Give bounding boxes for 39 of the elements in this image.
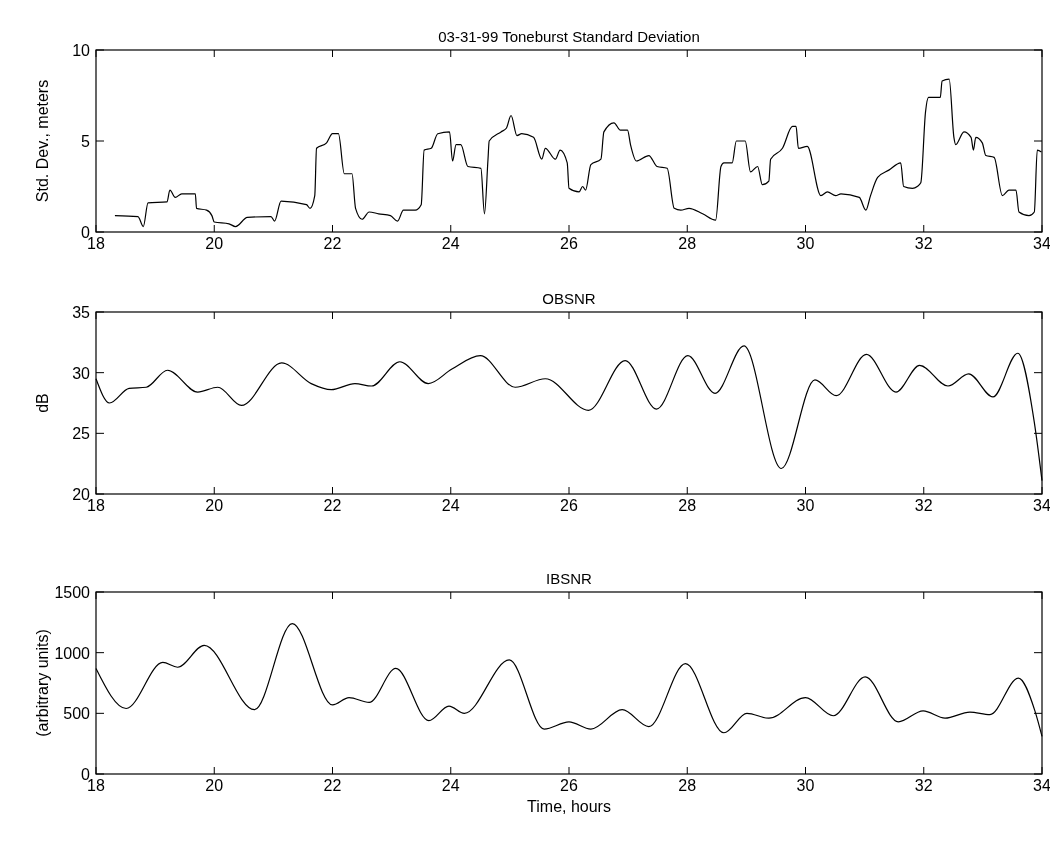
y-tick-label: 35 — [72, 304, 91, 321]
x-tick-label: 22 — [323, 777, 342, 794]
x-tick-label: 28 — [678, 235, 697, 252]
x-tick-label: 28 — [678, 497, 697, 514]
x-tick-label: 30 — [796, 235, 815, 252]
y-tick-label: 500 — [63, 705, 91, 723]
x-tick-label: 34 — [1033, 777, 1050, 794]
x-tick-label: 20 — [205, 777, 224, 794]
x-tick-label: 30 — [796, 777, 815, 794]
y-tick-label: 1000 — [54, 644, 91, 662]
x-tick-label: 22 — [323, 497, 342, 514]
x-tick-label: 34 — [1033, 235, 1050, 252]
x-tick-label: 28 — [678, 777, 697, 794]
y-tick-label: 5 — [81, 133, 91, 150]
x-tick-label: 24 — [441, 235, 460, 252]
y-tick-label: 1500 — [54, 584, 91, 601]
x-tick-label: 22 — [323, 235, 342, 252]
x-tick-label: 30 — [796, 497, 815, 514]
chart-title: IBSNR — [546, 570, 593, 587]
y-tick-label: 25 — [72, 425, 91, 443]
x-tick-label: 32 — [914, 497, 933, 514]
x-tick-label: 24 — [441, 777, 460, 794]
x-axis-title: Time, hours — [527, 798, 611, 815]
x-tick-label: 32 — [914, 235, 933, 252]
x-tick-label: 32 — [914, 777, 933, 794]
x-tick-label: 26 — [560, 777, 578, 794]
x-tick-label: 20 — [205, 497, 224, 514]
x-tick-label: 26 — [560, 497, 578, 514]
y-axis-title: Std. Dev., meters — [34, 79, 51, 203]
chart-title: OBSNR — [542, 290, 596, 307]
y-axis-title: dB — [34, 393, 51, 413]
x-tick-label: 34 — [1033, 497, 1050, 514]
chart-title: 03-31-99 Toneburst Standard Deviation — [438, 28, 700, 45]
x-tick-label: 26 — [560, 235, 578, 252]
y-axis-title: (arbitrary units) — [34, 629, 51, 737]
y-tick-label: 10 — [72, 42, 91, 59]
y-tick-label: 30 — [72, 364, 91, 382]
x-tick-label: 24 — [441, 497, 460, 514]
x-tick-label: 20 — [205, 235, 224, 252]
